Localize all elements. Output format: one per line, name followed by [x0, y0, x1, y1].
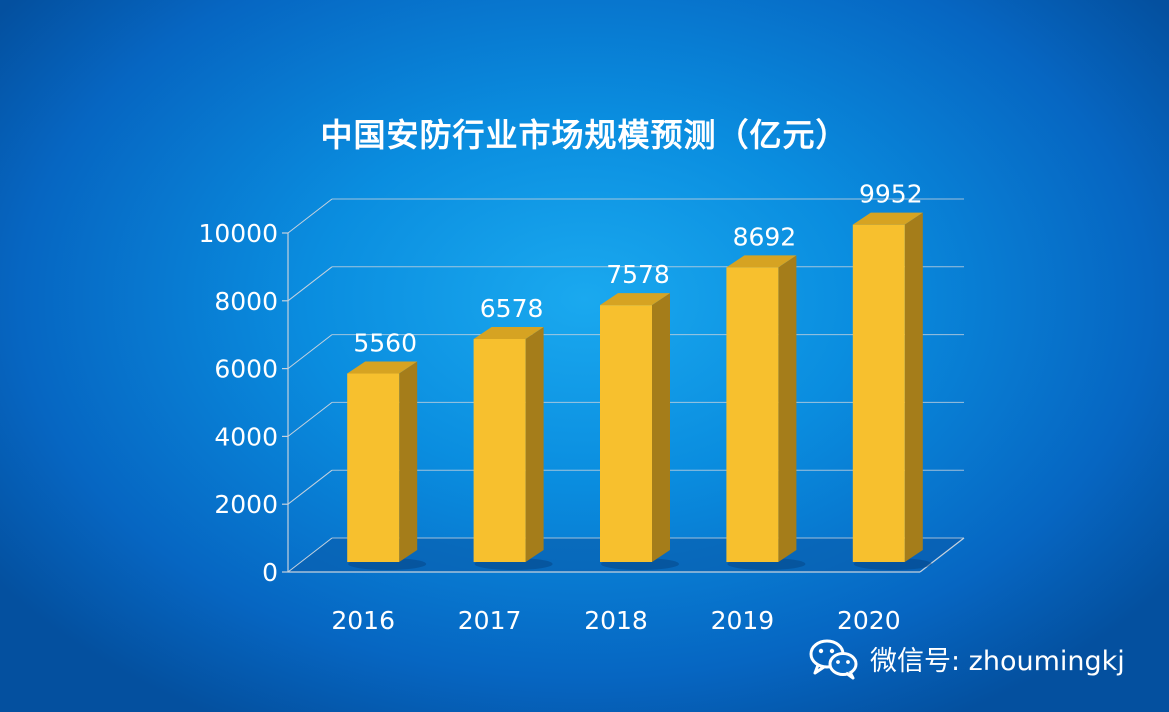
- x-tick-label-2018: 2018: [584, 606, 648, 635]
- y-axis-ticks: 0 2000 4000 6000 8000 10000: [198, 219, 278, 587]
- x-tick-label-2017: 2017: [458, 606, 522, 635]
- bar-side-2018: [652, 293, 670, 562]
- bar-2019: [726, 267, 779, 562]
- data-label-2016: 5560: [353, 329, 417, 358]
- bar-side-2020: [904, 212, 923, 562]
- bar-side-2019: [778, 255, 797, 563]
- x-axis-labels: 2016 2017 2018 2019 2020: [331, 606, 900, 635]
- bar-top-2019: [726, 255, 797, 268]
- data-label-2017: 6578: [480, 294, 544, 323]
- watermark-text: 微信号: zhoumingkj: [870, 645, 1125, 677]
- data-label-2018: 7578: [606, 260, 670, 289]
- y-tick-label: 8000: [214, 287, 278, 316]
- bar-side-2017: [525, 327, 544, 562]
- y-tick-label: 2000: [214, 490, 278, 519]
- bar-top-2020: [852, 212, 923, 225]
- y-tick-label: 0: [262, 558, 278, 587]
- chart-title: 中国安防行业市场规模预测（亿元）: [320, 116, 849, 154]
- bar-2017: [473, 339, 526, 562]
- data-label-2020: 9952: [859, 180, 923, 209]
- bars: [347, 212, 932, 570]
- x-tick-label-2020: 2020: [837, 606, 901, 635]
- x-axis-depth-line: [919, 537, 965, 573]
- bar-2018: [600, 305, 652, 562]
- bar-2016: [347, 373, 400, 562]
- y-tick-label: 10000: [198, 219, 278, 248]
- grid-diagonal: [287, 334, 333, 369]
- bar-top-2018: [600, 293, 670, 306]
- x-tick-label-2019: 2019: [711, 606, 775, 635]
- grid-diagonal: [287, 402, 333, 437]
- grid-diagonal: [287, 266, 333, 302]
- grid-diagonal: [287, 469, 333, 505]
- grid-diagonal: [287, 537, 333, 573]
- bar-top-2016: [347, 361, 418, 374]
- data-labels: 5560 6578 7578 8692 9952: [353, 180, 922, 358]
- data-label-2019: 8692: [733, 222, 797, 251]
- wechat-icon: [809, 639, 858, 680]
- y-tick-label: 6000: [214, 355, 278, 384]
- watermark: 微信号: zhoumingkj: [806, 636, 1125, 680]
- grid-diagonal: [287, 198, 333, 234]
- bar-top-2017: [473, 327, 544, 340]
- bar-side-2016: [399, 361, 418, 562]
- x-tick-label-2016: 2016: [331, 606, 395, 635]
- y-tick-label: 4000: [214, 422, 278, 451]
- bar-2020: [852, 224, 905, 562]
